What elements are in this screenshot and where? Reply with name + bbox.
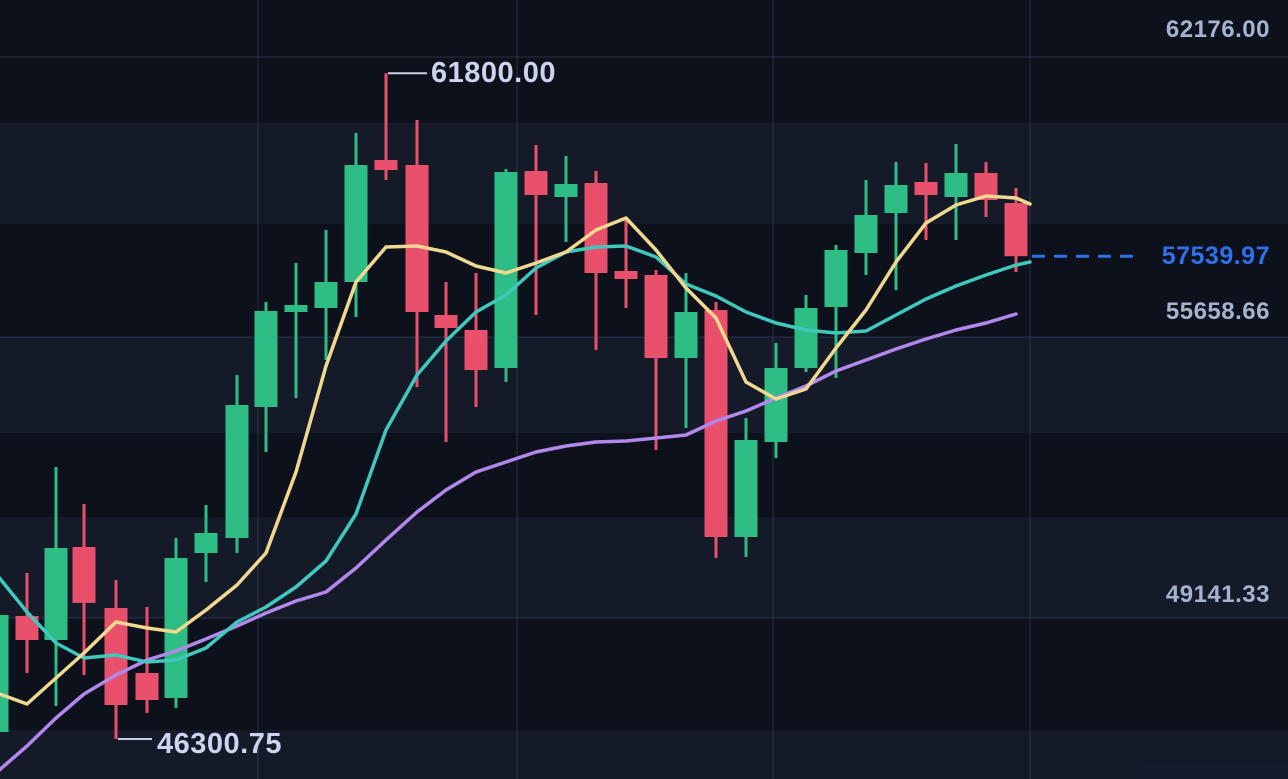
high-price-annotation: 61800.00 xyxy=(431,57,556,89)
current-price-label: 57539.97 xyxy=(1161,242,1270,270)
low-price-annotation: 46300.75 xyxy=(157,728,282,760)
axis-price-label-top: 62176.00 xyxy=(1165,16,1270,43)
axis-price-label-middle: 55658.66 xyxy=(1165,298,1270,325)
axis-price-label-bottom: 49141.33 xyxy=(1165,581,1270,608)
